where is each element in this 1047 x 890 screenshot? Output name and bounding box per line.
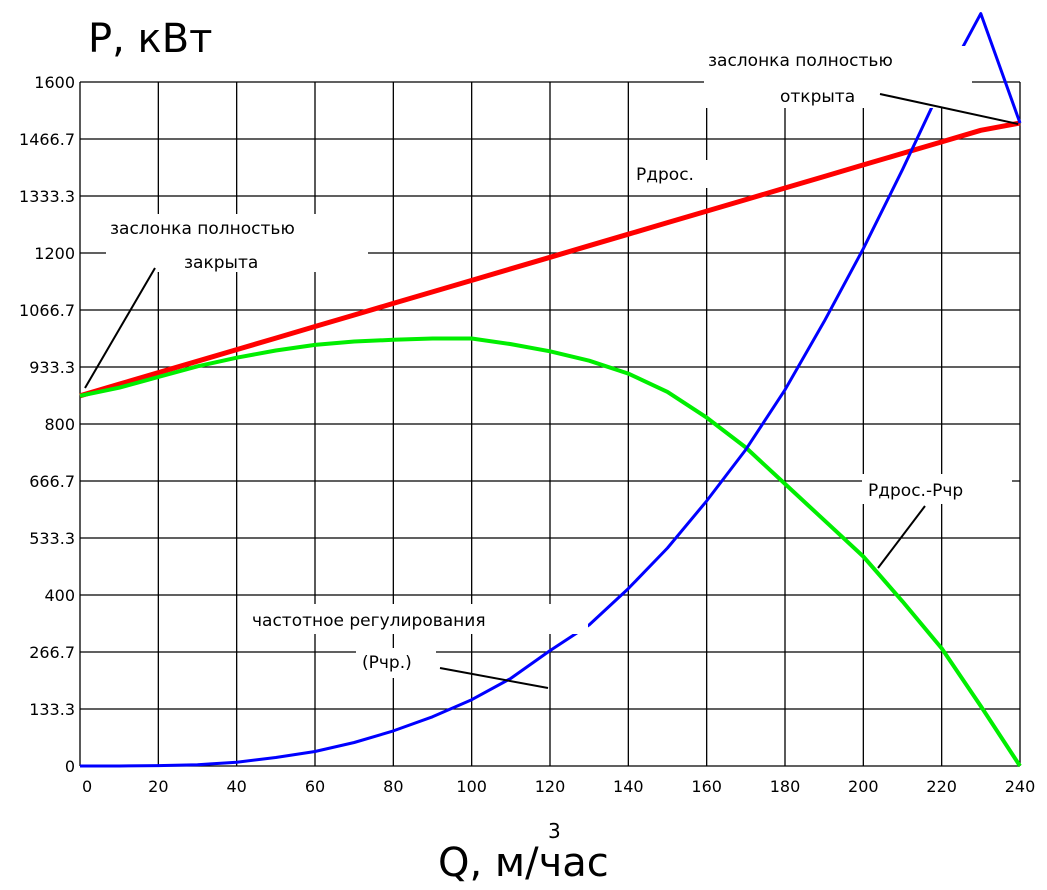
y-tick-label: 0	[65, 757, 75, 776]
y-tick-label: 266.7	[29, 643, 75, 662]
annotation-open-pointer	[879, 93, 1019, 125]
x-tick-label: 180	[770, 777, 801, 796]
series-p-freq-line	[80, 12, 1022, 768]
annotation-closed-bg	[106, 214, 368, 272]
annotation-diff-bg	[862, 474, 1012, 504]
y-tick-label: 1466.7	[19, 130, 75, 149]
annotation-freq-line2: (Pчр.)	[362, 653, 412, 673]
x-tick-label: 100	[456, 777, 487, 796]
x-tick-label: 240	[1005, 777, 1036, 796]
series-lines	[79, 12, 1022, 768]
y-tick-label: 666.7	[29, 472, 75, 491]
grid	[79, 81, 1021, 767]
x-axis-title-superscript: 3	[548, 819, 561, 843]
x-tick-label: 60	[305, 777, 325, 796]
y-tick-label: 533.3	[29, 529, 75, 548]
annotation-closed-line2: закрыта	[184, 253, 258, 273]
annotation-open-line1: заслонка полностью	[708, 51, 893, 71]
annotation-closed-pointer	[84, 267, 156, 389]
y-tick-label: 1600	[34, 73, 75, 92]
y-tick-label: 933.3	[29, 358, 75, 377]
x-tick-label: 160	[691, 777, 722, 796]
y-tick-label: 1066.7	[19, 301, 75, 320]
x-tick-labels: 0 20 40 60 80 100 120 140 160 180 200 220 240	[82, 777, 1035, 796]
annotation-freq-pointer	[439, 667, 549, 689]
annotation-diff-pointer	[877, 505, 926, 569]
x-tick-label: 80	[383, 777, 403, 796]
x-tick-label: 20	[148, 777, 168, 796]
annotation-throttle-bg	[630, 160, 710, 188]
y-tick-label: 133.3	[29, 700, 75, 719]
annotation-freq-bg	[248, 604, 588, 634]
x-axis-title: Q, м/час	[438, 840, 609, 886]
annotation-open-bg	[704, 46, 972, 108]
series-p-diff-line	[79, 336, 1022, 768]
annotation-freq2-bg	[356, 648, 436, 678]
y-tick-labels: 0 133.3 266.7 400 533.3 666.7 800 933.3 1066.7 12…	[19, 73, 75, 776]
x-tick-label: 200	[848, 777, 879, 796]
x-tick-label: 140	[613, 777, 644, 796]
y-tick-label: 800	[44, 415, 75, 434]
y-tick-label: 1200	[34, 244, 75, 263]
annotation-throttle-label: Pдрос.	[636, 165, 694, 185]
x-tick-label: 220	[926, 777, 957, 796]
x-tick-label: 0	[82, 777, 92, 796]
x-tick-label: 40	[226, 777, 246, 796]
y-tick-label: 400	[44, 586, 75, 605]
y-axis-title: P, кВт	[88, 16, 212, 62]
annotation-closed-line1: заслонка полностью	[110, 219, 295, 239]
annotation-diff-label: Pдрос.-Pчр	[868, 481, 963, 501]
x-tick-label: 120	[535, 777, 566, 796]
series-p-throttle-line	[79, 120, 1021, 399]
annotation-freq-line1: частотное регулирования	[252, 611, 486, 631]
annotation-open-line2: открыта	[780, 87, 855, 107]
y-tick-label: 1333.3	[19, 187, 75, 206]
